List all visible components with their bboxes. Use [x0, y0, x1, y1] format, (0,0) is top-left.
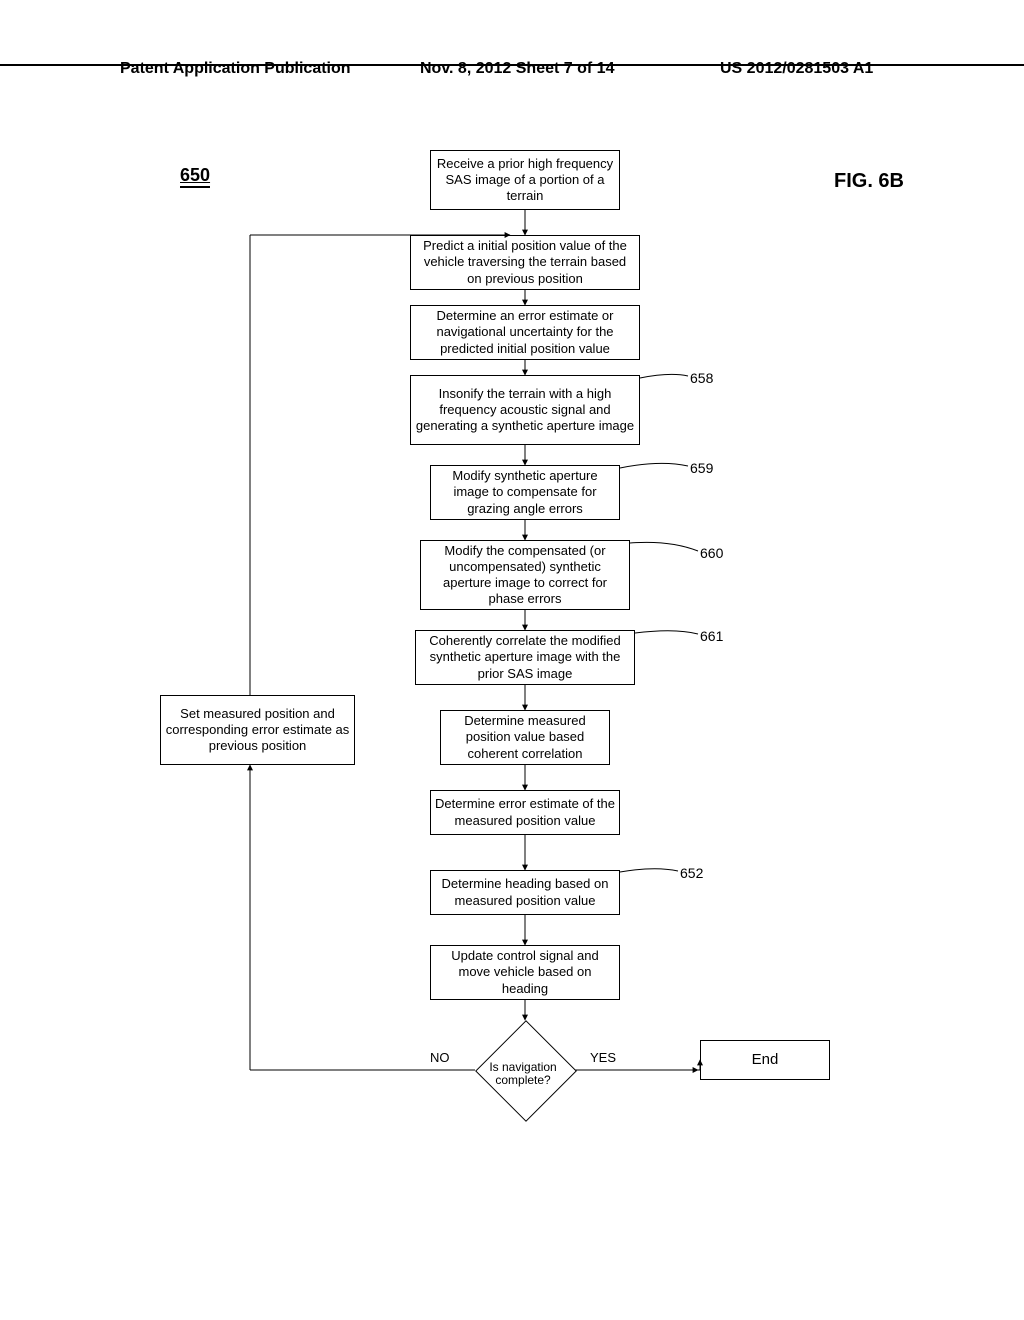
label-yes: YES	[590, 1050, 616, 1065]
figure-label: FIG. 6B	[834, 170, 904, 193]
box-error-measured: Determine error estimate of the measured…	[430, 790, 620, 835]
box-receive-prior: Receive a prior high frequency SAS image…	[430, 150, 620, 210]
callout-658: 658	[690, 370, 713, 386]
callout-661: 661	[700, 628, 723, 644]
callout-652: 652	[680, 865, 703, 881]
box-end: End	[700, 1040, 830, 1080]
box-predict-initial: Predict a initial position value of the …	[410, 235, 640, 290]
callout-660: 660	[700, 545, 723, 561]
figure-number: 650	[180, 165, 210, 186]
box-modify-phase: Modify the compensated (or uncompensated…	[420, 540, 630, 610]
label-no: NO	[430, 1050, 450, 1065]
box-heading: Determine heading based on measured posi…	[430, 870, 620, 915]
header-mid: Nov. 8, 2012 Sheet 7 of 14	[420, 60, 614, 78]
box-modify-grazing: Modify synthetic aperture image to compe…	[430, 465, 620, 520]
page-header: Patent Application Publication Nov. 8, 2…	[0, 60, 1024, 66]
patent-page: Patent Application Publication Nov. 8, 2…	[0, 0, 1024, 1320]
box-insonify: Insonify the terrain with a high frequen…	[410, 375, 640, 445]
header-left: Patent Application Publication	[120, 60, 351, 78]
box-update-control: Update control signal and move vehicle b…	[430, 945, 620, 1000]
box-error-estimate-initial: Determine an error estimate or navigatio…	[410, 305, 640, 360]
box-correlate: Coherently correlate the modified synthe…	[415, 630, 635, 685]
header-right: US 2012/0281503 A1	[720, 60, 873, 78]
decision-nav-complete: Is navigation complete?	[475, 1020, 577, 1122]
box-set-previous: Set measured position and corresponding …	[160, 695, 355, 765]
callout-659: 659	[690, 460, 713, 476]
box-measured-position: Determine measured position value based …	[440, 710, 610, 765]
